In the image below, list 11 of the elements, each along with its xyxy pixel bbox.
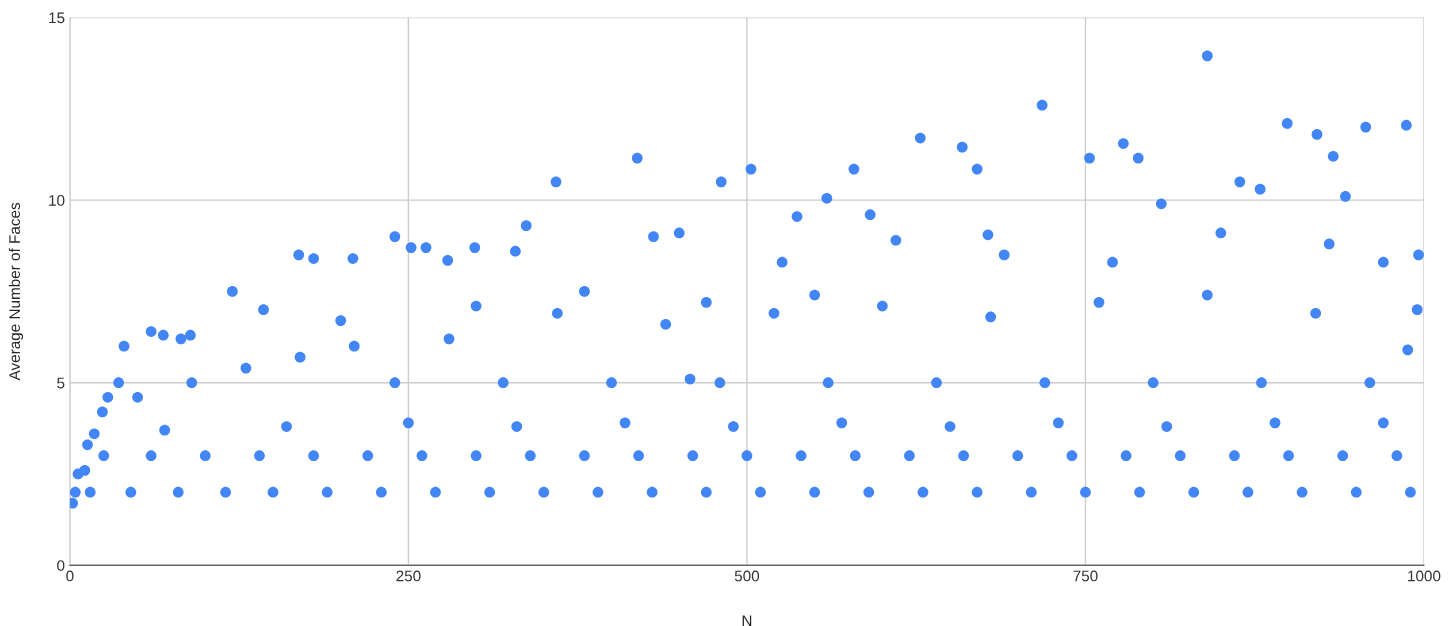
y-axis-title: Average Number of Faces <box>8 202 24 381</box>
x-tick-label: 1000 <box>1408 570 1441 582</box>
y-tick-label: 15 <box>49 12 65 24</box>
x-tick-label: 250 <box>396 570 421 582</box>
y-tick-label: 5 <box>57 377 65 389</box>
y-tick-label: 0 <box>57 560 65 571</box>
x-tick-label: 500 <box>734 570 760 582</box>
x-tick-label: 750 <box>1073 570 1098 582</box>
y-tick-label: 10 <box>49 194 65 206</box>
x-axis-title: N <box>742 615 752 626</box>
x-tick-label: 0 <box>66 570 74 582</box>
